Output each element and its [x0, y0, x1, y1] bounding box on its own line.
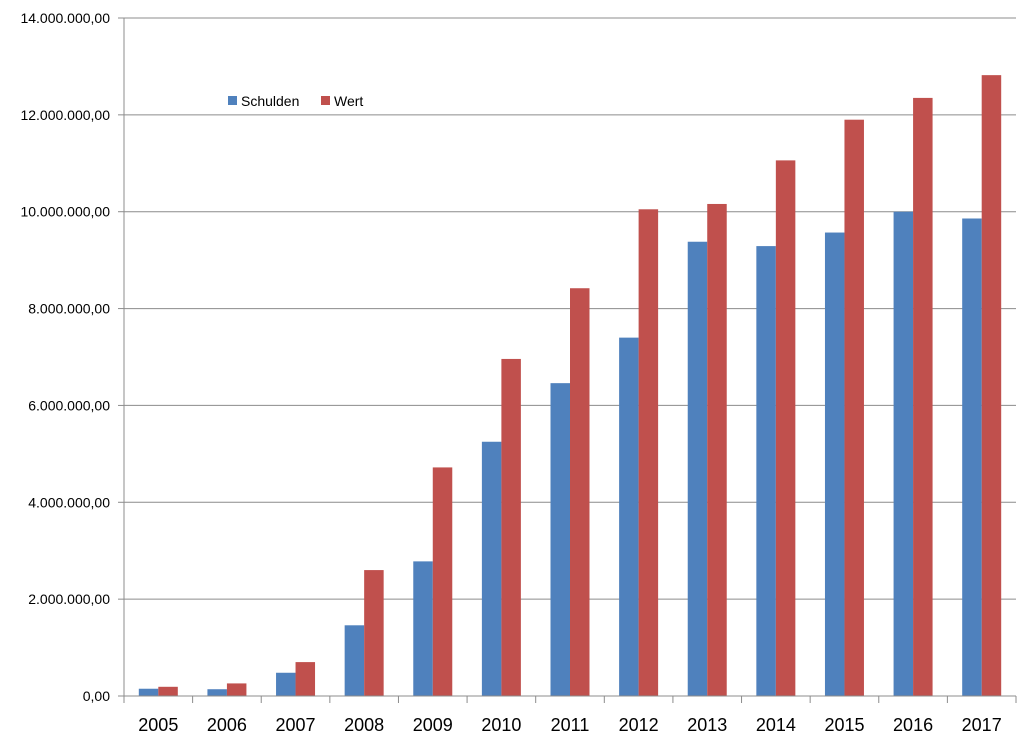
x-tick-label: 2015: [824, 715, 864, 735]
x-tick-label: 2007: [276, 715, 316, 735]
bar-schulden-2015: [824, 232, 845, 696]
bar-wert-2006: [226, 683, 247, 696]
y-tick-label: 8.000.000,00: [28, 301, 110, 317]
bar-schulden-2014: [756, 246, 776, 696]
legend-swatch-wert: [321, 96, 330, 105]
bar-schulden-2007: [276, 672, 296, 696]
bar-wert-2017: [981, 75, 1002, 697]
bar-schulden-2006: [207, 689, 227, 696]
bar-wert-2013: [707, 203, 727, 697]
bar-schulden-2017: [962, 218, 982, 696]
x-tick-label: 2014: [756, 715, 796, 735]
x-tick-label: 2009: [413, 715, 453, 735]
y-tick-label: 6.000.000,00: [28, 397, 110, 413]
x-axis-tick-labels: 2005 2006 2007 2008 2009 2010 2011 2012 2013 2014…: [138, 715, 1001, 735]
bars: [138, 75, 1002, 697]
bar-wert-2010: [501, 358, 521, 696]
bar-schulden-2005: [138, 688, 159, 696]
x-tick-label: 2008: [344, 715, 384, 735]
x-tick-label: 2005: [138, 715, 178, 735]
x-tick-label: 2011: [551, 715, 590, 735]
y-tick-label: 12.000.000,00: [20, 107, 110, 123]
bar-schulden-2012: [619, 337, 639, 696]
bar-wert-2016: [913, 97, 933, 696]
legend-swatch-schulden: [228, 96, 237, 105]
x-tick-label: 2010: [481, 715, 521, 735]
x-tick-label: 2016: [893, 715, 933, 735]
bar-schulden-2010: [481, 441, 502, 696]
y-axis-tick-labels: 0,00 2.000.000,00 4.000.000,00 6.000.000,00…: [20, 10, 110, 704]
bar-wert-2015: [844, 119, 864, 696]
x-tick-label: 2013: [687, 715, 727, 735]
y-tick-label: 0,00: [83, 688, 110, 704]
bar-wert-2011: [570, 288, 590, 696]
bar-schulden-2013: [687, 241, 708, 697]
x-tick-label: 2006: [207, 715, 247, 735]
legend: Schulden Wert: [228, 93, 363, 109]
bar-schulden-2011: [550, 383, 570, 696]
y-tick-label: 10.000.000,00: [20, 204, 110, 220]
bar-wert-2014: [775, 160, 796, 696]
axes: [123, 18, 1017, 703]
y-tick-label: 2.000.000,00: [28, 591, 110, 607]
bar-wert-2008: [364, 570, 384, 696]
x-tick-label: 2012: [619, 715, 659, 735]
bar-wert-2012: [638, 209, 659, 697]
y-tick-label: 4.000.000,00: [28, 494, 110, 510]
bar-wert-2007: [295, 662, 316, 696]
bar-schulden-2016: [893, 211, 914, 696]
x-tick-label: 2017: [962, 715, 1002, 735]
bar-schulden-2009: [413, 561, 433, 696]
legend-label-wert: Wert: [334, 93, 363, 109]
bar-schulden-2008: [344, 625, 365, 696]
legend-label-schulden: Schulden: [241, 93, 299, 109]
y-tick-label: 14.000.000,00: [20, 10, 110, 26]
bar-wert-2005: [158, 686, 178, 696]
bar-wert-2009: [432, 467, 453, 696]
